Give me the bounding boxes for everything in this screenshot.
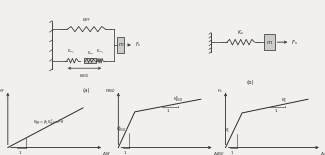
Text: $K_{MF}=\beta_1 K^s_{tp}cos^2\theta$: $K_{MF}=\beta_1 K^s_{tp}cos^2\theta$: [33, 117, 65, 129]
Text: $F_{BSD}$: $F_{BSD}$: [105, 87, 116, 95]
Text: 1: 1: [274, 109, 277, 113]
Text: $K^s_s$: $K^s_s$: [224, 127, 230, 135]
Text: m: m: [118, 42, 123, 47]
Text: $K_{MF}$: $K_{MF}$: [82, 16, 91, 24]
Text: (a): (a): [83, 88, 90, 93]
Text: $K_{SD_2}$: $K_{SD_2}$: [96, 48, 105, 56]
Text: m: m: [267, 40, 272, 45]
Text: $F_s$: $F_s$: [217, 87, 223, 95]
Bar: [117, 37, 124, 53]
Text: $\Delta_s$: $\Delta_s$: [320, 151, 325, 155]
Text: $K^e_{BSD}$: $K^e_{BSD}$: [173, 95, 183, 105]
Text: 1: 1: [167, 109, 170, 113]
Text: $\Delta_{BSD}$: $\Delta_{BSD}$: [213, 151, 224, 155]
Text: (b): (b): [246, 80, 254, 85]
Text: $F_s$: $F_s$: [135, 40, 141, 49]
Bar: [264, 34, 275, 50]
Bar: [84, 58, 96, 63]
Text: $K^s_{BSD}$: $K^s_{BSD}$: [116, 125, 127, 135]
Text: $F_s$: $F_s$: [291, 38, 298, 47]
Text: $K^e_s$: $K^e_s$: [280, 96, 287, 105]
Text: $K_s$: $K_s$: [237, 28, 244, 37]
Text: 1: 1: [124, 151, 126, 155]
Text: $K_{BSD}$: $K_{BSD}$: [79, 72, 90, 80]
Text: 1: 1: [231, 151, 233, 155]
Text: 1: 1: [19, 151, 21, 155]
Text: $K_{SD_1}$: $K_{SD_1}$: [67, 48, 76, 56]
Text: $K_{sp}$: $K_{sp}$: [86, 49, 94, 56]
Text: $\Delta_{MF}$: $\Delta_{MF}$: [102, 151, 112, 155]
Text: $F_{MF}$: $F_{MF}$: [0, 87, 5, 95]
